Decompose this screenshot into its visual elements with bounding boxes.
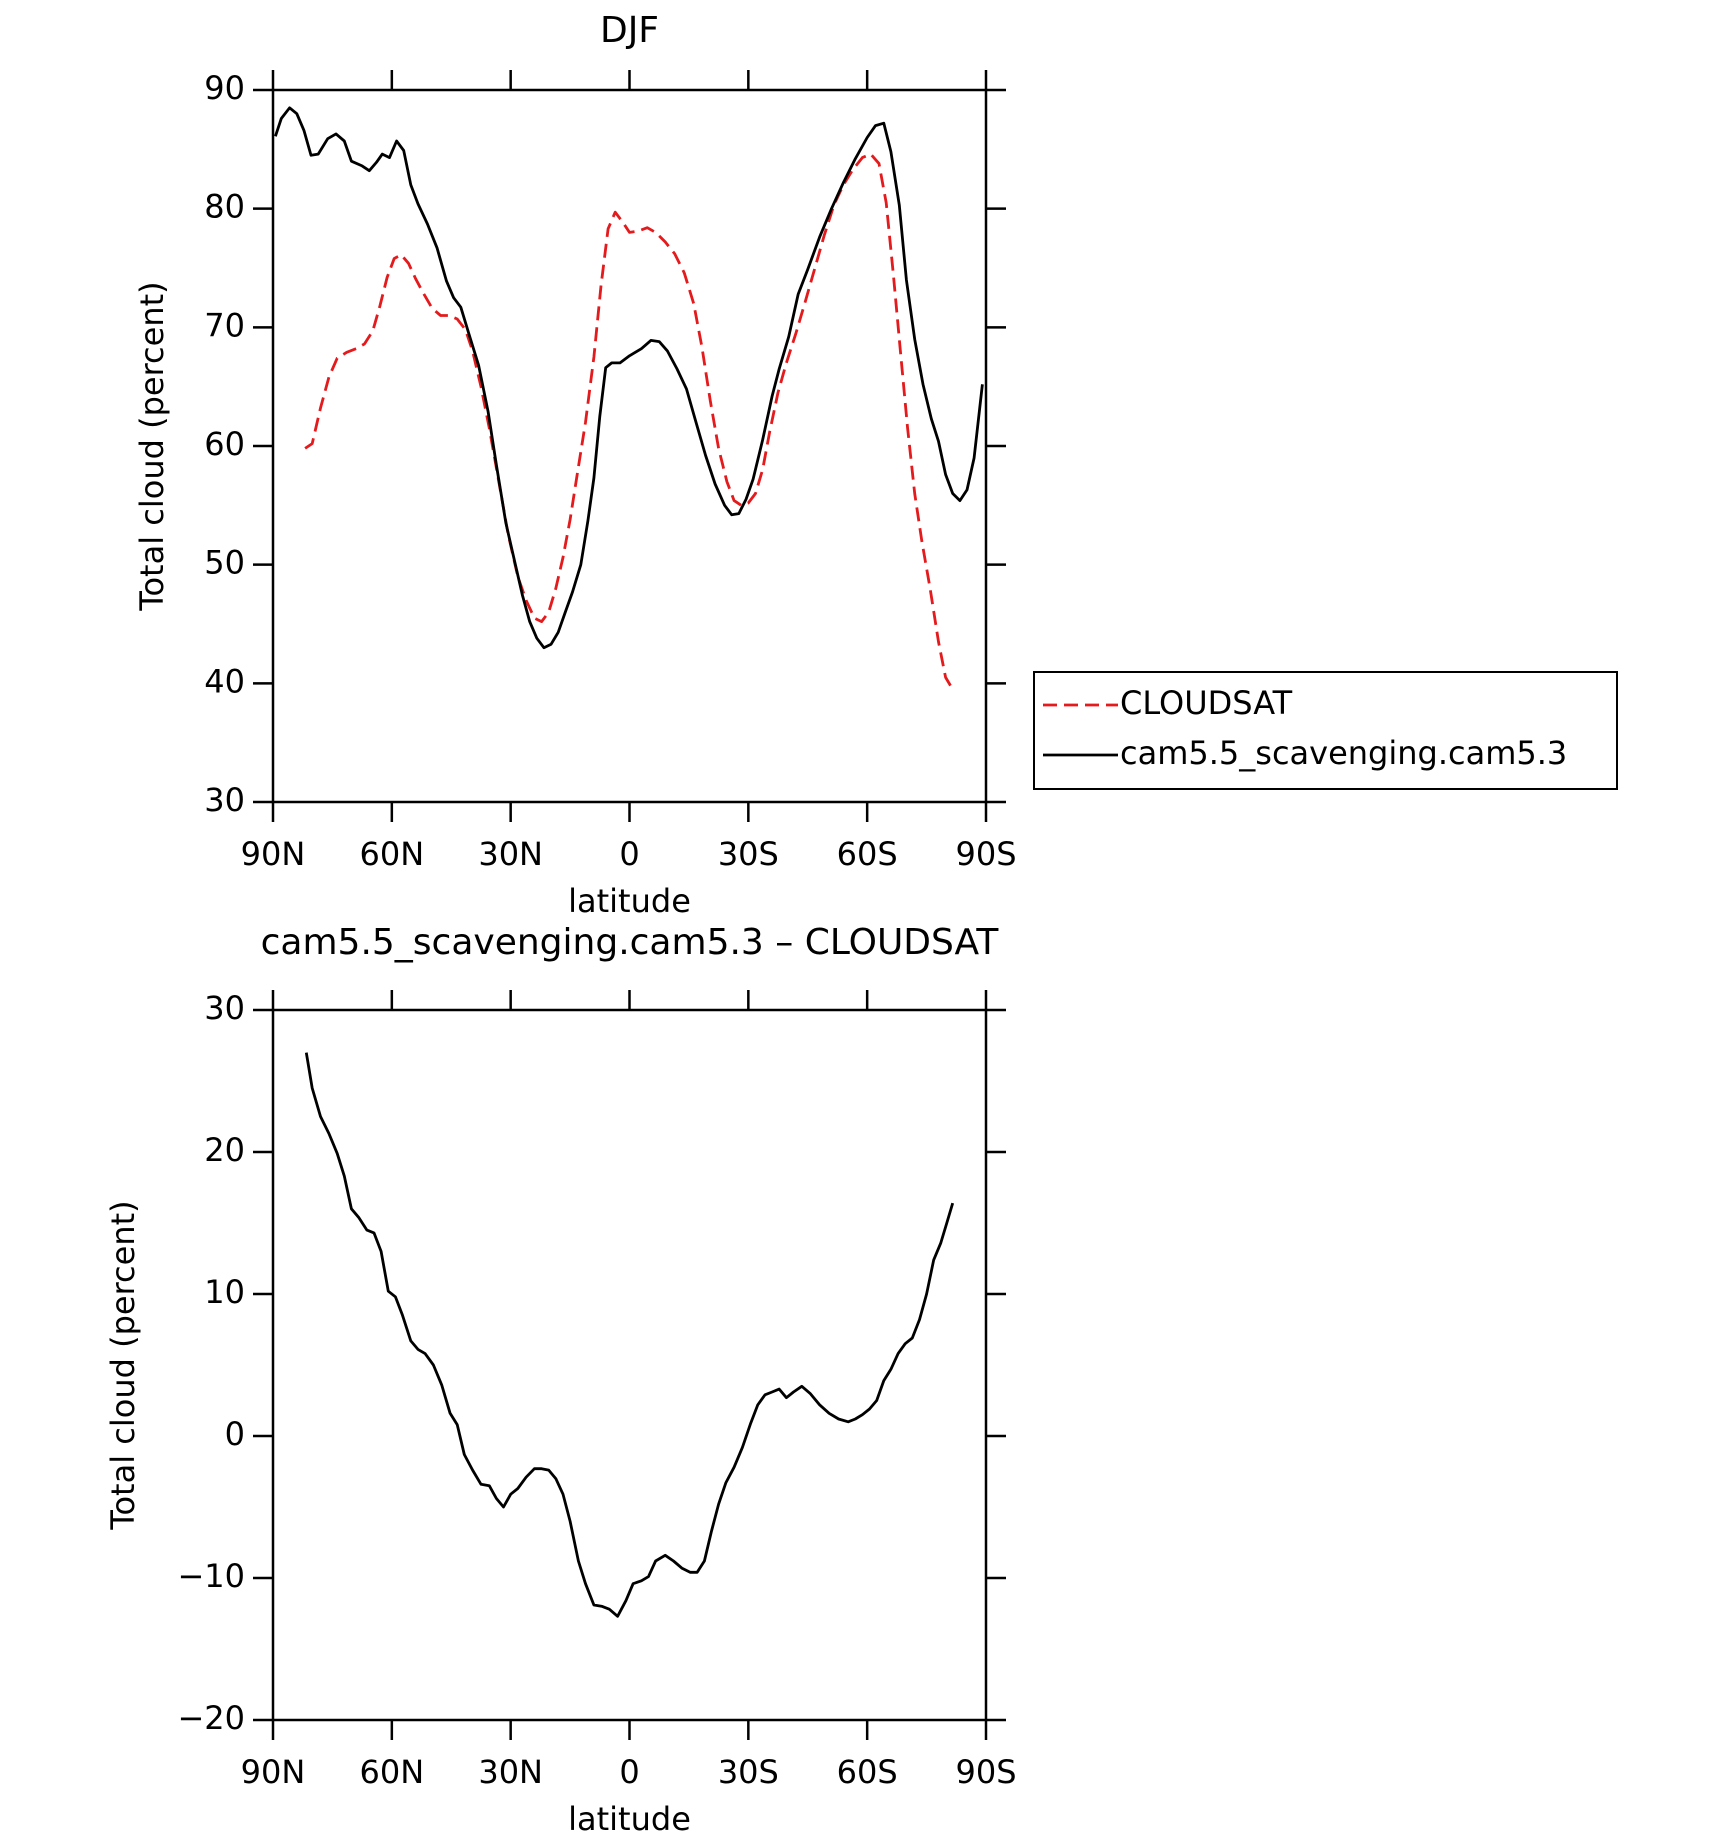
x-tick-label: 90N: [241, 835, 306, 873]
x-tick-label: 30N: [478, 1753, 543, 1791]
y-tick-label: 50: [204, 544, 245, 582]
x-tick-label: 60S: [837, 1753, 898, 1791]
y-tick-label: 90: [204, 69, 245, 107]
legend-box: [1033, 671, 1618, 790]
y-tick-label: 70: [204, 306, 245, 344]
y-axis-label: Total cloud (percent): [104, 1200, 142, 1530]
x-tick-label: 0: [619, 1753, 639, 1791]
x-tick-label: 90S: [955, 835, 1016, 873]
x-axis-label: latitude: [568, 1800, 691, 1838]
x-tick-label: 90N: [241, 1753, 306, 1791]
y-tick-label: 30: [204, 781, 245, 819]
y-axis-label: Total cloud (percent): [133, 281, 171, 611]
y-tick-label: 40: [204, 662, 245, 700]
y-tick-label: 10: [204, 1273, 245, 1311]
x-axis-label: latitude: [568, 882, 691, 920]
x-tick-label: 60N: [360, 1753, 425, 1791]
plot-frame: [271, 88, 988, 804]
plot: DJF latitude Total cloud (percent) 90N 60N 30…: [133, 10, 1618, 920]
x-tick-label: 0: [619, 835, 639, 873]
chart-title: DJF: [600, 10, 659, 51]
legend-label: cam5.5_scavenging.cam5.3: [1120, 734, 1567, 772]
series-line: [304, 152, 954, 691]
x-tick-label: 90S: [955, 1753, 1016, 1791]
x-tick-label: 30S: [718, 835, 779, 873]
x-tick-label: 30N: [478, 835, 543, 873]
chart-title: cam5.5_scavenging.cam5.3 – CLOUDSAT: [261, 922, 1000, 963]
plot: cam5.5_scavenging.cam5.3 – CLOUDSAT latit…: [104, 922, 1017, 1838]
series-line: [274, 106, 984, 650]
x-tick-label: 60S: [837, 835, 898, 873]
y-tick-label: 80: [204, 188, 245, 226]
y-tick-label: 20: [204, 1131, 245, 1169]
x-tick-label: 60N: [360, 835, 425, 873]
y-tick-label: −20: [177, 1699, 245, 1737]
legend-label: CLOUDSAT: [1120, 684, 1293, 722]
plot-frame: [271, 1008, 988, 1722]
legend: CLOUDSAT cam5.5_scavenging.cam5.3: [1033, 671, 1618, 790]
y-tick-label: 30: [204, 989, 245, 1027]
series-line: [304, 1052, 955, 1618]
x-tick-label: 30S: [718, 1753, 779, 1791]
y-tick-label: 60: [204, 425, 245, 463]
y-tick-label: −10: [177, 1557, 245, 1595]
y-tick-label: 0: [225, 1415, 245, 1453]
